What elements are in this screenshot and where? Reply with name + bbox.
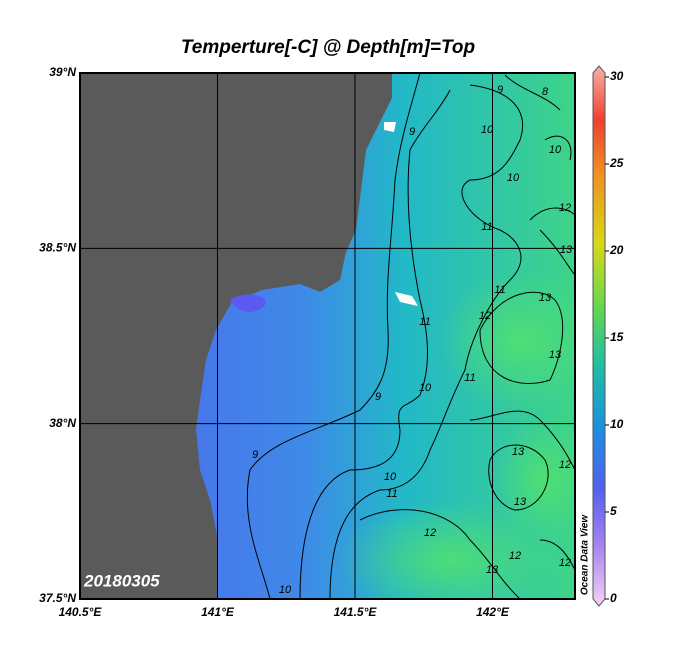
bay [230,294,266,312]
contour-label: 12 [509,550,521,562]
colorbar-label: 0 [610,591,617,605]
island [395,292,418,306]
contour-label: 12 [559,557,571,569]
map-frame [79,72,576,600]
watermark: Ocean Data View [580,514,591,595]
contour-label: 11 [481,221,492,233]
colorbar-label: 30 [610,69,624,83]
contour-label: 13 [539,292,552,304]
y-tick-label: 38.5°N [39,241,76,255]
contour-label: 13 [560,244,573,256]
contour-label: 9 [375,391,381,403]
colorbar-label: 25 [609,156,624,170]
contours [246,73,575,599]
contour-label: 9 [497,84,503,96]
x-tick-label: 142°E [476,605,510,619]
contour-label: 13 [514,496,527,508]
contour-label: 10 [481,124,494,136]
x-tick-label: 141°E [201,605,235,619]
contour-label: 9 [252,449,258,461]
x-tick-label: 141.5°E [334,605,378,619]
contour-label: 12 [424,527,436,539]
contour-label: 10 [507,172,520,184]
colorbar-label: 5 [610,504,617,518]
warm-patch [440,270,575,410]
y-tick-label: 38°N [49,416,76,430]
y-tick-label: 37.5°N [39,591,76,605]
contour-label: 11 [494,284,505,296]
contour-label: 8 [542,86,549,98]
colorbar-label: 10 [610,417,624,431]
colorbar-label: 20 [609,243,624,257]
y-tick-label: 39°N [49,65,76,79]
x-tick-label: 140.5°E [59,605,103,619]
date-stamp: 20180305 [83,571,160,590]
contour-label: 11 [464,372,475,384]
contour-label: 13 [549,349,562,361]
contour-label: 11 [419,316,430,328]
map-area [80,73,575,599]
island [384,122,396,132]
contour-label: 9 [409,126,415,138]
contour-label: 10 [549,144,562,156]
contour-label: 10 [419,382,432,394]
contour-label: 10 [279,584,292,596]
contour-label: 10 [384,471,397,483]
contour-label: 13 [486,564,499,576]
contour-label: 12 [559,202,571,214]
contour-label: 12 [479,310,491,322]
warm-patch [340,500,560,599]
colorbar [592,65,606,607]
colorbar-label: 15 [610,330,624,344]
contour-label: 12 [559,459,571,471]
contour-label: 11 [386,488,397,500]
title: Temperture[-C] @ Depth[m]=Top [181,37,475,58]
land [80,73,392,599]
contour-label: 13 [512,446,525,458]
